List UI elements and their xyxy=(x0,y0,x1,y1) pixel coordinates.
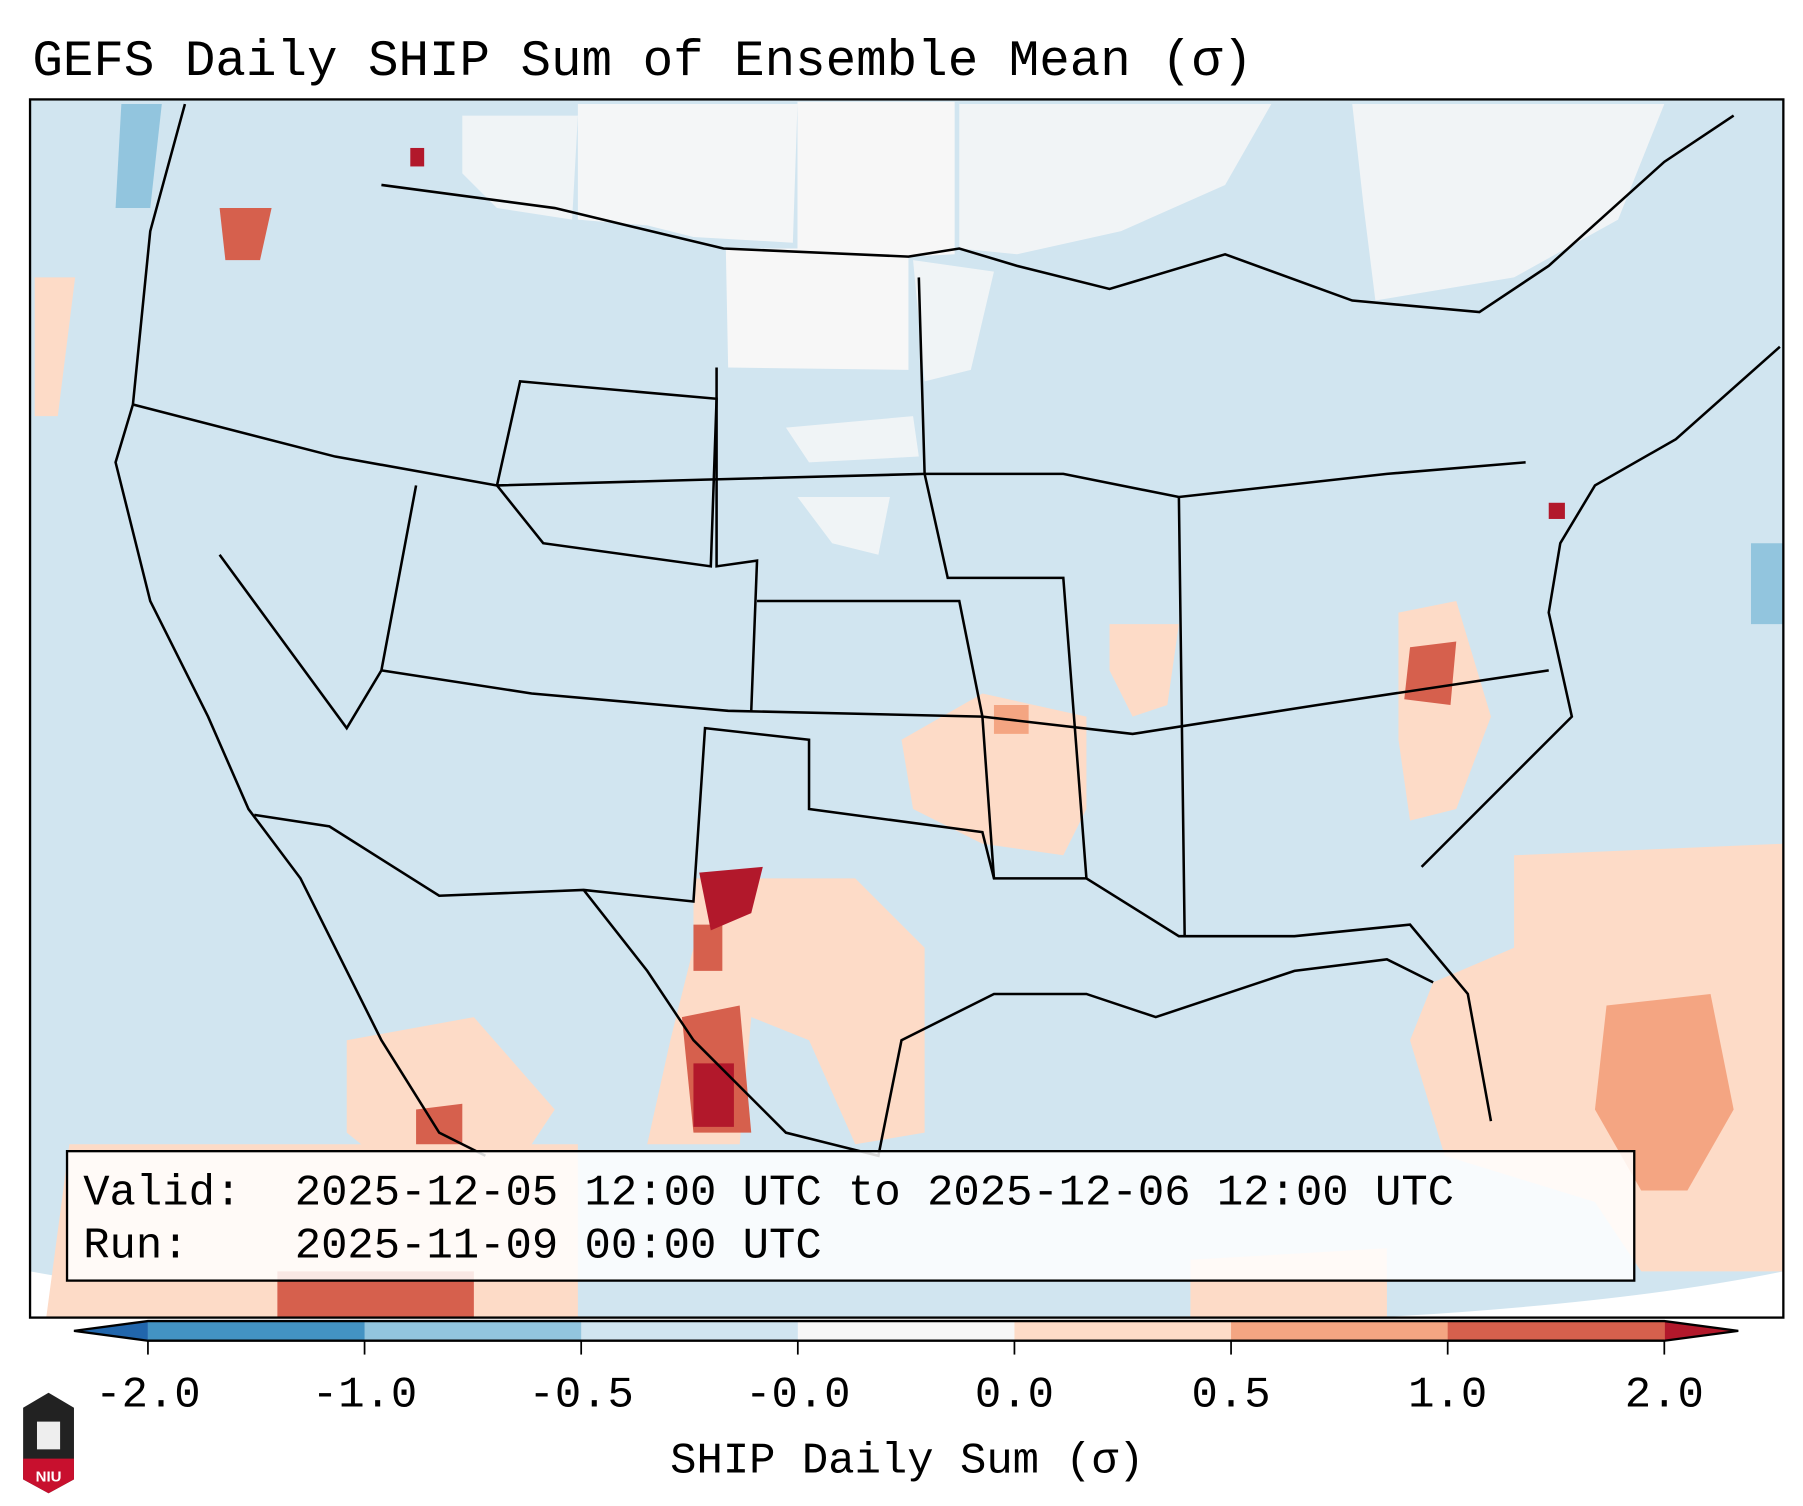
run-value: 2025-11-09 00:00 UTC xyxy=(295,1221,822,1271)
colorbar-tick-label: -0.5 xyxy=(528,1371,633,1421)
colorbar-segment xyxy=(147,1321,366,1341)
state-borders xyxy=(114,103,1781,1158)
colorbar-tick-label: -2.0 xyxy=(95,1371,200,1421)
near-zero-regions xyxy=(462,101,1665,555)
negative-anomaly-regions xyxy=(115,104,1784,625)
colorbar-tick-label: 0.5 xyxy=(1192,1371,1271,1421)
colorbar-tick-label: -1.0 xyxy=(312,1371,417,1421)
valid-label: Valid: xyxy=(83,1168,241,1218)
map-frame xyxy=(28,98,1785,1319)
chart-title: GEFS Daily SHIP Sum of Ensemble Mean (σ) xyxy=(32,34,1252,91)
map xyxy=(30,99,1784,1318)
colorbar-tick-label: -0.0 xyxy=(745,1371,850,1421)
colorbar-segment xyxy=(1447,1321,1665,1341)
valid-value: 2025-12-05 12:00 UTC to 2025-12-06 12:00… xyxy=(295,1168,1454,1218)
run-label: Run: xyxy=(83,1221,188,1271)
colorbar xyxy=(73,1319,1739,1342)
colorbar-segment xyxy=(581,1321,799,1341)
colorbar-extend-low xyxy=(73,1321,148,1341)
colorbar-segment xyxy=(797,1321,1016,1341)
info-box: Valid: 2025-12-05 12:00 UTC to 2025-12-0… xyxy=(65,1150,1636,1282)
colorbar-segment xyxy=(364,1321,582,1341)
colorbar-ticks: -2.0 -1.0 -0.5 -0.0 0.0 0.5 1.0 2.0 xyxy=(95,1340,1704,1421)
colorbar-segment xyxy=(1231,1321,1449,1341)
colorbar-tick-label: 2.0 xyxy=(1625,1371,1704,1421)
colorbar-tick-label: 1.0 xyxy=(1408,1371,1487,1421)
colorbar-segment xyxy=(1014,1321,1232,1341)
colorbar-label: SHIP Daily Sum (σ) xyxy=(670,1436,1144,1486)
colorbar-extend-high xyxy=(1664,1321,1739,1341)
niu-logo: NIU xyxy=(23,1392,74,1494)
colorbar-tick-label: 0.0 xyxy=(975,1371,1054,1421)
logo-text: NIU xyxy=(36,1469,62,1486)
